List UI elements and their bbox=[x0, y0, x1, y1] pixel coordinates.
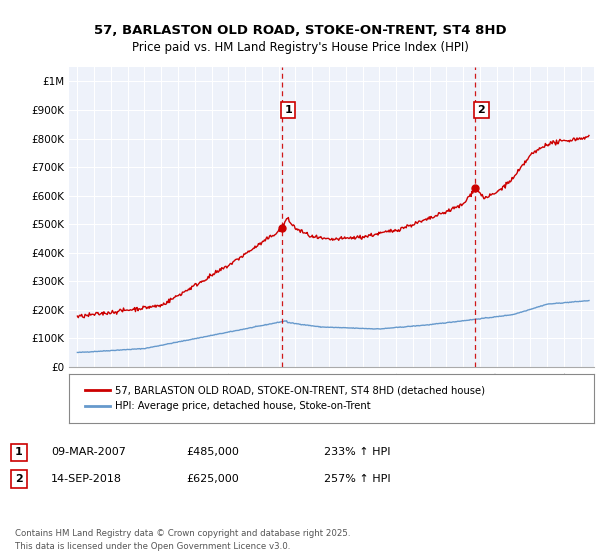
Text: 57, BARLASTON OLD ROAD, STOKE-ON-TRENT, ST4 8HD: 57, BARLASTON OLD ROAD, STOKE-ON-TRENT, … bbox=[94, 24, 506, 38]
Text: 2: 2 bbox=[478, 105, 485, 115]
Text: 257% ↑ HPI: 257% ↑ HPI bbox=[324, 474, 391, 484]
Text: 14-SEP-2018: 14-SEP-2018 bbox=[51, 474, 122, 484]
Text: 1: 1 bbox=[284, 105, 292, 115]
Text: 1: 1 bbox=[15, 447, 23, 458]
Text: 2: 2 bbox=[15, 474, 23, 484]
Text: £485,000: £485,000 bbox=[186, 447, 239, 458]
Text: £625,000: £625,000 bbox=[186, 474, 239, 484]
Text: Contains HM Land Registry data © Crown copyright and database right 2025.
This d: Contains HM Land Registry data © Crown c… bbox=[15, 529, 350, 550]
Legend: 57, BARLASTON OLD ROAD, STOKE-ON-TRENT, ST4 8HD (detached house), HPI: Average p: 57, BARLASTON OLD ROAD, STOKE-ON-TRENT, … bbox=[79, 379, 491, 417]
Text: 233% ↑ HPI: 233% ↑ HPI bbox=[324, 447, 391, 458]
Text: Price paid vs. HM Land Registry's House Price Index (HPI): Price paid vs. HM Land Registry's House … bbox=[131, 41, 469, 54]
Text: 09-MAR-2007: 09-MAR-2007 bbox=[51, 447, 126, 458]
